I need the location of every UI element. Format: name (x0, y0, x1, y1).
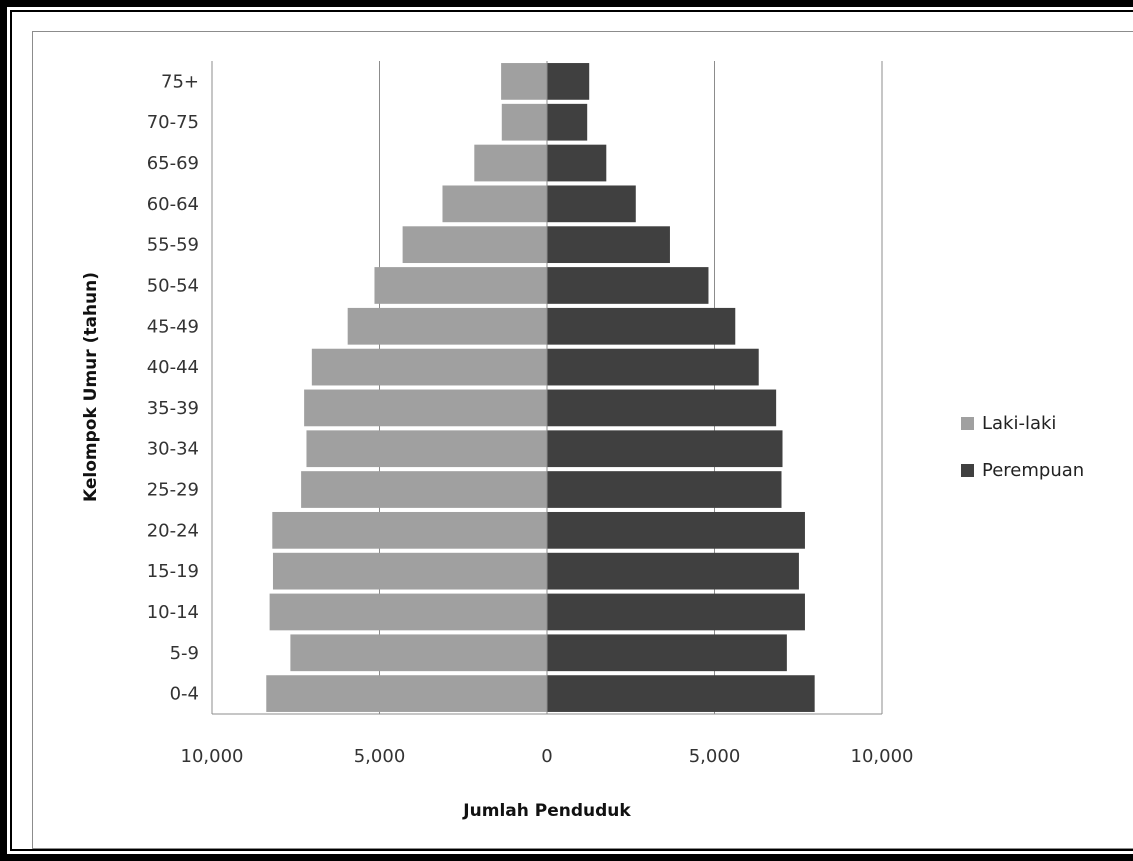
chart-area (32, 31, 1133, 849)
y-tick-label-75+: 75+ (161, 71, 199, 92)
bar-perempuan-40-44 (547, 348, 759, 386)
x-tick-labels: 10,000 5,000 0 5,000 10,000 (181, 746, 914, 767)
y-axis-title: Kelompok Umur (tahun) (81, 272, 101, 502)
y-tick-label-20-24: 20-24 (147, 520, 199, 541)
bar-laki-laki-10-14 (269, 593, 547, 631)
bar-perempuan-30-34 (547, 430, 783, 468)
bar-perempuan-10-14 (547, 593, 805, 631)
bar-perempuan-0-4 (547, 675, 815, 712)
bar-perempuan-5-9 (547, 634, 787, 672)
x-tick-label-1: 5,000 (354, 746, 406, 767)
x-tick-label-0: 10,000 (181, 746, 244, 767)
bar-laki-laki-25-29 (301, 471, 547, 508)
axes (212, 61, 882, 715)
y-tick-label-35-39: 35-39 (147, 398, 199, 419)
y-tick-label-60-64: 60-64 (147, 194, 199, 215)
bar-laki-laki-65-69 (474, 144, 547, 182)
bar-laki-laki-75+ (501, 63, 547, 100)
y-tick-label-5-9: 5-9 (170, 643, 199, 664)
x-axis-title: Jumlah Penduduk (462, 801, 631, 821)
bar-laki-laki-45-49 (347, 307, 547, 345)
inner-frame (10, 10, 1133, 851)
y-tick-label-50-54: 50-54 (147, 275, 199, 296)
y-tick-label-0-4: 0-4 (170, 684, 199, 705)
bars (266, 63, 815, 712)
y-tick-labels: 0-4 5-9 10-14 15-19 20-24 25-29 30-34 35-39 40-4… (147, 71, 199, 704)
bar-perempuan-50-54 (547, 267, 709, 304)
bar-perempuan-70-75 (547, 103, 588, 141)
bar-laki-laki-55-59 (402, 226, 547, 264)
x-tick-label-2: 0 (541, 746, 552, 767)
y-tick-label-70-75: 70-75 (147, 112, 199, 133)
bar-laki-laki-50-54 (374, 267, 547, 304)
legend-swatch-perempuan (961, 464, 974, 477)
y-tick-label-10-14: 10-14 (147, 602, 199, 623)
bar-laki-laki-70-75 (501, 103, 547, 141)
bar-perempuan-35-39 (547, 389, 777, 427)
legend-label-laki-laki: Laki-laki (982, 413, 1056, 434)
bar-laki-laki-60-64 (442, 185, 547, 223)
bar-laki-laki-35-39 (304, 389, 547, 427)
bar-laki-laki-0-4 (266, 675, 547, 712)
bar-perempuan-55-59 (547, 226, 670, 264)
legend-swatch-laki-laki (961, 417, 974, 430)
legend: Laki-laki Perempuan (961, 413, 1084, 481)
y-tick-label-55-59: 55-59 (147, 235, 199, 256)
y-tick-label-65-69: 65-69 (147, 153, 199, 174)
bar-laki-laki-15-19 (272, 552, 547, 590)
bar-perempuan-60-64 (547, 185, 636, 223)
y-tick-label-15-19: 15-19 (147, 561, 199, 582)
y-tick-label-45-49: 45-49 (147, 316, 199, 337)
bar-perempuan-25-29 (547, 471, 782, 508)
x-tick-label-4: 10,000 (851, 746, 914, 767)
bar-laki-laki-40-44 (311, 348, 547, 386)
x-tick-label-3: 5,000 (689, 746, 741, 767)
bar-perempuan-65-69 (547, 144, 607, 182)
legend-label-perempuan: Perempuan (982, 460, 1084, 481)
bar-laki-laki-30-34 (306, 430, 547, 468)
y-tick-label-30-34: 30-34 (147, 439, 199, 460)
bar-perempuan-45-49 (547, 307, 736, 345)
bar-laki-laki-20-24 (272, 511, 547, 549)
y-tick-label-40-44: 40-44 (147, 357, 199, 378)
bar-laki-laki-5-9 (290, 634, 547, 672)
bar-perempuan-15-19 (547, 552, 799, 590)
bar-perempuan-75+ (547, 63, 590, 100)
y-tick-label-25-29: 25-29 (147, 480, 199, 501)
bar-perempuan-20-24 (547, 511, 805, 549)
